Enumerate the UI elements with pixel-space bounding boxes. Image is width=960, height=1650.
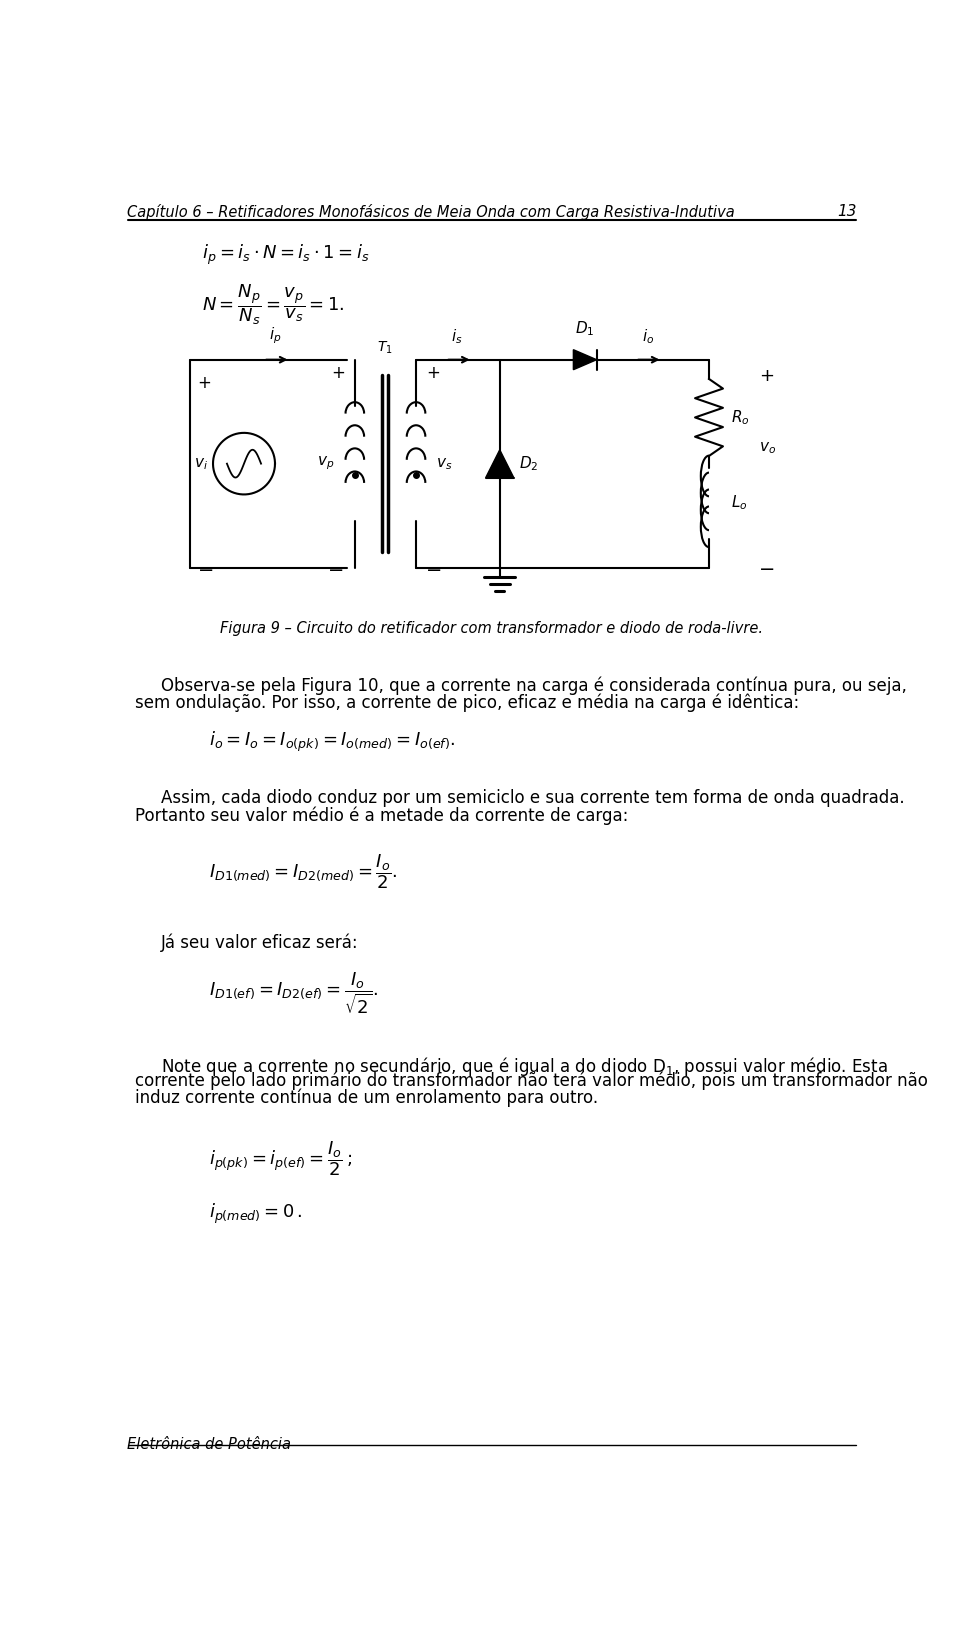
Text: $i_s$: $i_s$	[451, 327, 463, 346]
Text: −: −	[426, 561, 443, 581]
Text: Observa-se pela Figura 10, que a corrente na carga é considerada contínua pura, : Observa-se pela Figura 10, que a corrent…	[161, 676, 907, 695]
Text: $T_1$: $T_1$	[377, 340, 393, 356]
Text: +: +	[759, 368, 775, 386]
Text: $i_{p(pk)} = i_{p(ef)} = \dfrac{I_o}{2}\,;$: $i_{p(pk)} = i_{p(ef)} = \dfrac{I_o}{2}\…	[209, 1140, 352, 1178]
Text: −: −	[328, 561, 345, 581]
Text: Já seu valor eficaz será:: Já seu valor eficaz será:	[161, 934, 358, 952]
Text: $I_{D1(ef)} = I_{D2(ef)} = \dfrac{I_o}{\sqrt{2}}.$: $I_{D1(ef)} = I_{D2(ef)} = \dfrac{I_o}{\…	[209, 970, 379, 1016]
Text: +: +	[198, 373, 211, 391]
Text: Figura 9 – Circuito do retificador com transformador e diodo de roda-livre.: Figura 9 – Circuito do retificador com t…	[221, 622, 763, 637]
Text: Assim, cada diodo conduz por um semiciclo e sua corrente tem forma de onda quadr: Assim, cada diodo conduz por um semicicl…	[161, 789, 904, 807]
Text: Capítulo 6 – Retificadores Monofásicos de Meia Onda com Carga Resistiva-Indutiva: Capítulo 6 – Retificadores Monofásicos d…	[128, 205, 735, 219]
Text: $i_o$: $i_o$	[642, 327, 655, 346]
Text: $R_o$: $R_o$	[731, 408, 750, 427]
Text: $v_s$: $v_s$	[436, 455, 452, 472]
Text: Eletrônica de Potência: Eletrônica de Potência	[128, 1437, 292, 1452]
Text: $L_o$: $L_o$	[731, 493, 747, 512]
Text: −: −	[198, 561, 214, 581]
Text: $i_p$: $i_p$	[269, 325, 281, 346]
Text: induz corrente contínua de um enrolamento para outro.: induz corrente contínua de um enrolament…	[134, 1089, 598, 1107]
Text: $I_{D1(med)} = I_{D2(med)} = \dfrac{I_o}{2}.$: $I_{D1(med)} = I_{D2(med)} = \dfrac{I_o}…	[209, 853, 397, 891]
Text: +: +	[331, 363, 345, 381]
Text: sem ondulação. Por isso, a corrente de pico, eficaz e média na carga é idêntica:: sem ondulação. Por isso, a corrente de p…	[134, 695, 799, 713]
Text: $D_2$: $D_2$	[519, 454, 539, 474]
Text: $v_i$: $v_i$	[194, 455, 207, 472]
Text: −: −	[759, 559, 776, 579]
Polygon shape	[486, 450, 514, 477]
Text: $v_o$: $v_o$	[759, 441, 777, 455]
Text: $D_1$: $D_1$	[575, 320, 595, 338]
Text: Note que a corrente no secundário, que é igual a do diodo D$_1$, possui valor mé: Note que a corrente no secundário, que é…	[161, 1054, 888, 1077]
Text: 13: 13	[837, 205, 856, 219]
Polygon shape	[573, 350, 596, 370]
Text: $i_o = I_o = I_{o(pk)} = I_{o(med)} = I_{o(ef)}.$: $i_o = I_o = I_{o(pk)} = I_{o(med)} = I_…	[209, 729, 456, 754]
Text: +: +	[426, 363, 440, 381]
Text: $N = \dfrac{N_p}{N_s} = \dfrac{v_p}{v_s} = 1.$: $N = \dfrac{N_p}{N_s} = \dfrac{v_p}{v_s}…	[202, 282, 345, 327]
Text: corrente pelo lado primário do transformador não terá valor médio, pois um trans: corrente pelo lado primário do transform…	[134, 1072, 927, 1091]
Text: $i_{p(med)} = 0\,.$: $i_{p(med)} = 0\,.$	[209, 1201, 302, 1226]
Text: $i_p = i_s \cdot N = i_s \cdot 1 = i_s$: $i_p = i_s \cdot N = i_s \cdot 1 = i_s$	[202, 243, 370, 267]
Text: $v_p$: $v_p$	[318, 455, 335, 472]
Text: Portanto seu valor médio é a metade da corrente de carga:: Portanto seu valor médio é a metade da c…	[134, 807, 628, 825]
